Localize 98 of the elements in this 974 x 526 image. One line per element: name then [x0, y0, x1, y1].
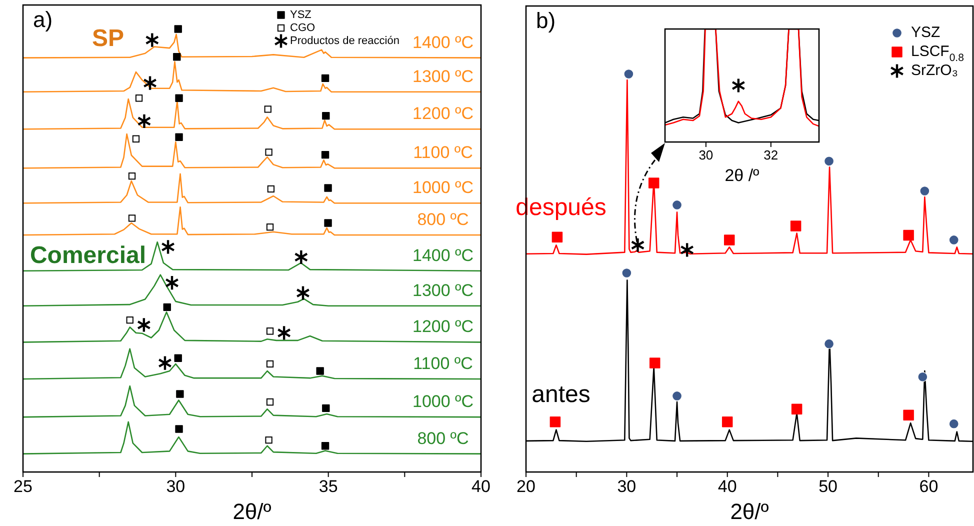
point [163, 303, 171, 312]
series-label: 1200 ºC [412, 104, 474, 124]
x-axis-title: 2θ/º [232, 499, 272, 524]
point [672, 200, 682, 210]
point [126, 316, 134, 324]
point [136, 317, 151, 333]
series-label: 800 ºC [417, 210, 469, 230]
x-tick-label: 60 [919, 477, 938, 496]
point [624, 68, 634, 80]
series-label: 1000 ºC [412, 178, 474, 198]
x-tick-label: 50 [818, 477, 838, 496]
series-label: 1300 ºC [412, 67, 474, 86]
x-axis-title: 2θ /º [724, 166, 760, 185]
point [145, 32, 160, 48]
annotation: a) [33, 7, 53, 32]
point [266, 328, 274, 335]
x-tick-label: 40 [472, 477, 490, 496]
text: b) [536, 8, 556, 33]
point [824, 338, 834, 349]
point [264, 106, 272, 113]
point [920, 186, 930, 196]
point [630, 237, 645, 254]
series-label: 1400 ºC [412, 246, 474, 266]
series-label: 1300 ºC [412, 281, 474, 300]
point [174, 25, 182, 33]
point [175, 94, 183, 102]
point [680, 242, 694, 258]
x-tick-label: 35 [318, 477, 338, 496]
legend-label: YSZ [290, 8, 312, 21]
point [324, 184, 332, 192]
point [672, 390, 682, 401]
x-axis-title: 2θ/º [730, 499, 769, 524]
x-tick-label: 30 [617, 477, 636, 496]
point [649, 358, 660, 368]
point [918, 372, 928, 382]
x-tick-label: 32 [764, 148, 778, 163]
point [550, 416, 561, 428]
point [321, 442, 330, 450]
point [321, 150, 330, 159]
point [277, 325, 292, 341]
point [791, 404, 802, 414]
point [322, 112, 330, 120]
point [174, 354, 182, 362]
point [161, 239, 176, 255]
point [552, 232, 563, 243]
point [903, 230, 914, 241]
legend-label: SrZrO₃ [911, 62, 958, 79]
point [128, 214, 136, 222]
x-tick-label: 30 [166, 477, 186, 496]
point [948, 418, 959, 429]
point [824, 156, 834, 166]
point [322, 404, 330, 412]
point [132, 135, 140, 142]
x-tick-label: 20 [516, 477, 536, 496]
point [137, 113, 152, 130]
point [296, 285, 310, 301]
point [265, 148, 272, 156]
point [266, 223, 274, 231]
legend-label: LSCF$_{0.8}$ [911, 42, 964, 64]
point [948, 234, 959, 245]
point [724, 234, 735, 246]
point [324, 219, 332, 227]
point [128, 172, 136, 180]
point [903, 410, 914, 420]
x-tick-label: 30 [698, 148, 714, 163]
series-label: antes [532, 381, 590, 408]
annotation: SP [92, 25, 124, 52]
point [158, 355, 172, 371]
point [265, 436, 272, 444]
point [321, 74, 330, 82]
point [267, 185, 275, 193]
series-label: 1100 ºC [413, 144, 473, 163]
legend-label: Productos de reacción [290, 34, 400, 47]
point [294, 249, 308, 266]
point [790, 220, 802, 232]
point [175, 133, 183, 141]
series-label: 800 ºC [417, 429, 469, 448]
legend-label: YSZ [911, 24, 940, 41]
series-label: 1100 ºC [413, 354, 473, 374]
series-label: 1000 ºC [412, 392, 474, 412]
series-label: 1200 ºC [412, 318, 474, 337]
point [165, 274, 179, 291]
point [173, 53, 181, 61]
point [648, 178, 660, 188]
point [135, 94, 143, 102]
x-tick-label: 40 [718, 477, 737, 496]
point [266, 360, 274, 368]
x-tick-label: 25 [14, 477, 32, 496]
point [175, 425, 183, 433]
point [176, 390, 184, 398]
legend-label: CGO [290, 22, 316, 34]
point [316, 367, 324, 375]
series-label: 1400 ºC [412, 33, 474, 52]
annotation: Comercial [30, 242, 146, 270]
point [622, 268, 632, 278]
point [143, 75, 158, 91]
point [722, 416, 733, 428]
point [266, 398, 274, 406]
